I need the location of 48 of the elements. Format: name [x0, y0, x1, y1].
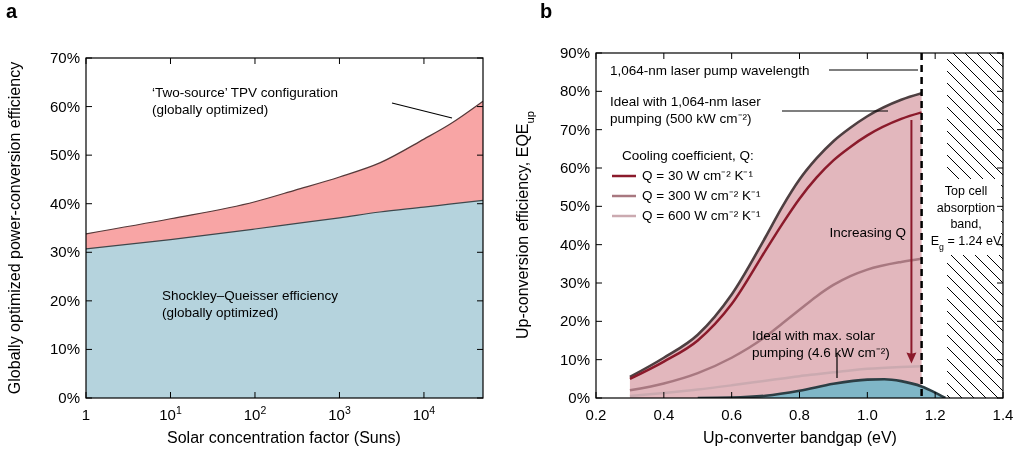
y-tick-label: 30%	[49, 243, 80, 261]
y-axis-title: Globally optimized power-conversion efficiency	[6, 61, 23, 395]
y-tick-label: 20%	[49, 291, 80, 309]
x-axis-title: Solar concentration factor (Suns)	[167, 429, 401, 446]
x-tick-label: 10$^{3}$	[328, 404, 351, 423]
annotation: ‘Two-source’ TPV configuration (globally optimized)	[152, 85, 339, 117]
band-label: Top cell absorption band, E$_{g}$ = 1.24 eV	[930, 184, 1002, 252]
x-tick-label: 1.0	[856, 406, 878, 423]
chart-title: b	[540, 0, 553, 22]
annotation: Ideal with 1,064-nm laser pumping (500 kW cm⁻²)	[610, 94, 762, 126]
y-tick-label: 90%	[559, 44, 590, 61]
y-tick-label: 60%	[559, 159, 590, 176]
x-tick-label: 1.2	[924, 406, 946, 423]
y-tick-label: 50%	[49, 146, 80, 164]
x-tick-label: 1	[81, 406, 91, 423]
y-tick-label: 10%	[559, 350, 590, 368]
annotation: Ideal with max. solar pumping (4.6 kW cm⁻²)	[752, 328, 890, 360]
y-tick-label: 70%	[49, 49, 80, 66]
y-tick-label: 0%	[568, 389, 590, 406]
x-tick-label: 0.8	[789, 406, 810, 423]
y-tick-label: 40%	[559, 235, 590, 253]
x-tick-label: 1.4	[992, 406, 1014, 423]
annotation: 1,064-nm laser pump wavelength	[610, 63, 810, 78]
x-tick-label: 10$^{2}$	[243, 404, 267, 423]
y-tick-label: 80%	[559, 82, 590, 100]
annotation: Shockley–Queisser efficiency (globally optimized)	[162, 288, 339, 320]
line-series	[628, 257, 923, 392]
annotation: Increasing Q	[829, 225, 906, 240]
x-tick-label: 0.4	[653, 406, 675, 423]
line-series	[628, 364, 923, 398]
x-tick-label: 10$^{1}$	[159, 404, 182, 423]
legend-label: Q = 30 W cm⁻² K⁻¹	[642, 168, 754, 183]
legend-label: Q = 300 W cm⁻² K⁻¹	[642, 188, 761, 203]
legend-label: Q = 600 W cm⁻² K⁻¹	[642, 208, 761, 223]
y-tick-label: 60%	[49, 97, 80, 115]
y-tick-label: 70%	[559, 120, 590, 138]
y-tick-label: 30%	[559, 274, 590, 291]
x-tick-label: 10$^{4}$	[412, 404, 436, 423]
y-tick-label: 40%	[49, 194, 80, 212]
x-tick-label: 0.6	[721, 406, 743, 423]
x-axis-title: Up-converter bandgap (eV)	[703, 429, 897, 446]
x-tick-label: 0.2	[585, 406, 607, 423]
chart-title: a	[6, 0, 18, 22]
y-tick-label: 10%	[49, 340, 80, 358]
y-tick-label: 0%	[58, 389, 80, 406]
y-tick-label: 50%	[559, 197, 590, 215]
y-tick-label: 20%	[559, 312, 590, 330]
legend-title: Cooling coefficient, Q:	[622, 148, 754, 163]
